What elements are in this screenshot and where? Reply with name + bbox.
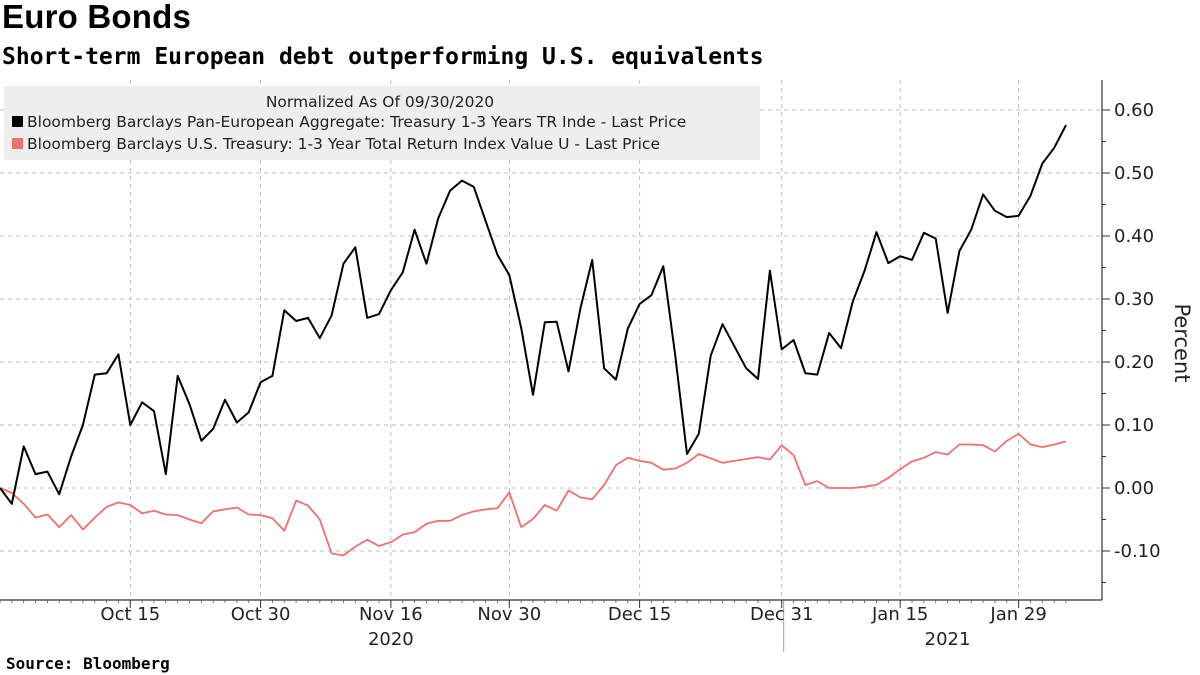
x-tick-label: Oct 15: [100, 604, 160, 625]
y-tick-label: -0.10: [1114, 541, 1161, 562]
legend-label-european: Bloomberg Barclays Pan-European Aggregat…: [27, 113, 686, 131]
series-line-us: [0, 432, 1067, 557]
y-tick-label: 0.60: [1114, 100, 1154, 121]
x-tick-label: Dec 31: [750, 604, 813, 625]
grid: [0, 80, 1102, 600]
x-tick-label: Nov 30: [477, 604, 541, 625]
chart-subtitle: Short-term European debt outperforming U…: [2, 44, 764, 70]
legend-label-us: Bloomberg Barclays U.S. Treasury: 1-3 Ye…: [27, 135, 660, 153]
legend-swatch-european: [12, 116, 23, 127]
source-note: Source: Bloomberg: [6, 654, 170, 673]
legend: Normalized As Of 09/30/2020 Bloomberg Ba…: [4, 86, 760, 160]
year-label: 2020: [368, 629, 414, 650]
y-tick-label: 0.30: [1114, 289, 1154, 310]
x-tick-label: Jan 15: [871, 604, 928, 625]
y-axis-label: Percent: [1170, 303, 1194, 382]
series-line-european: [0, 124, 1067, 505]
y-tick-label: 0.20: [1114, 352, 1154, 373]
series-lines: [0, 124, 1067, 557]
x-tick-label: Oct 30: [231, 604, 291, 625]
x-tick-label: Nov 16: [359, 604, 423, 625]
x-tick-label: Jan 29: [989, 604, 1046, 625]
legend-title: Normalized As Of 09/30/2020: [266, 93, 494, 111]
x-tick-label: Dec 15: [608, 604, 671, 625]
y-tick-label: 0.50: [1114, 163, 1154, 184]
y-tick-label: 0.00: [1114, 478, 1154, 499]
axes: -0.10 0.00 0.10 0.20 0.30 0.40 0.50 0.60 Oct 15 O…: [0, 80, 1161, 652]
year-label: 2021: [925, 629, 971, 650]
y-tick-label: 0.10: [1114, 415, 1154, 436]
chart-title: Euro Bonds: [2, 0, 191, 35]
legend-swatch-us: [12, 138, 23, 149]
legend-box: [4, 86, 760, 160]
y-tick-label: 0.40: [1114, 226, 1154, 247]
